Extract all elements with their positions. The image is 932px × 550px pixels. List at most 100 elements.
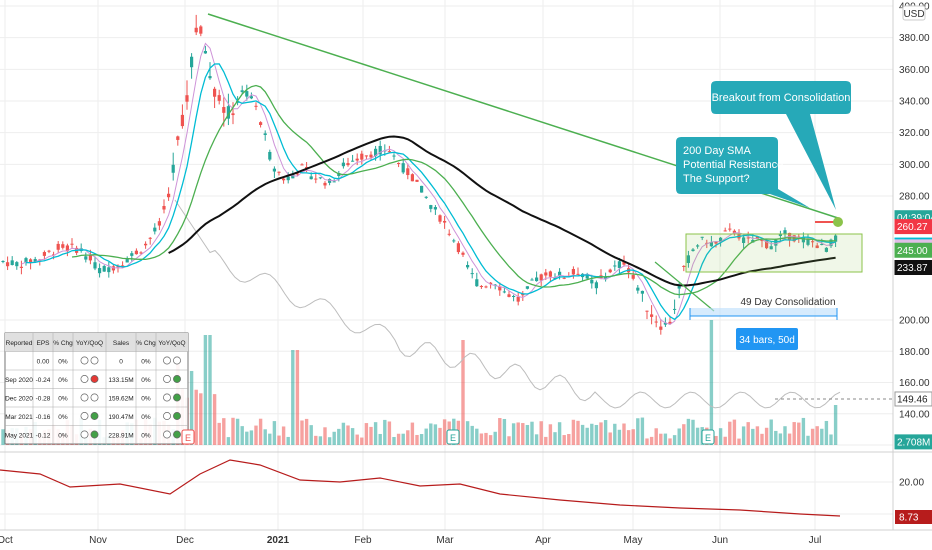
eps-status-dot: [173, 430, 181, 439]
candle-body: [815, 245, 819, 249]
volume-bar: [659, 433, 663, 445]
earnings-marker[interactable]: E: [446, 429, 460, 445]
candle-body: [608, 269, 612, 273]
candle-body: [277, 171, 281, 173]
volume-bar: [332, 431, 336, 445]
candle-body: [88, 255, 92, 261]
price-tick-label: 160.00: [899, 378, 930, 389]
candle-body: [461, 252, 465, 255]
volume-bar: [622, 423, 626, 445]
candle-body: [691, 249, 695, 252]
sma-200-line: [168, 135, 836, 287]
eps-cell: 0%: [141, 359, 151, 366]
candle-body: [309, 176, 313, 180]
eps-status-dot: [80, 356, 89, 365]
eps-cell: 0%: [58, 414, 68, 421]
candle-body: [631, 275, 635, 279]
price-tag-bg: [894, 260, 932, 276]
candle-body: [268, 151, 272, 160]
breakout-callout[interactable]: Breakout from Consolidation: [711, 81, 851, 210]
volume-bar: [438, 427, 442, 445]
candle-body: [774, 239, 778, 246]
volume-bar: [327, 437, 332, 445]
volume-bar: [341, 422, 346, 445]
lower-trend-line[interactable]: [654, 261, 715, 312]
candle-body: [714, 241, 718, 244]
price-tick-label: 380.00: [899, 33, 930, 44]
candle-body: [286, 176, 290, 181]
price-tag-bg: [894, 391, 932, 407]
indicator-tag: 8.73: [895, 510, 932, 524]
volume-bar: [636, 418, 640, 445]
price-tick-label: 180.00: [899, 347, 930, 358]
candle-body: [760, 239, 764, 242]
candle-body: [134, 250, 138, 255]
volume-bar: [631, 429, 635, 445]
candle-body: [180, 114, 184, 127]
volume-bar: [672, 435, 677, 445]
candle-body: [429, 205, 433, 209]
candle-body: [590, 279, 594, 284]
price-tick-label: 140.00: [899, 409, 930, 420]
candle-body: [360, 153, 364, 160]
candle-body: [420, 185, 424, 193]
sma-callout[interactable]: 200 Day SMA Potential Resistance The Sup…: [676, 137, 810, 208]
volume-bar: [677, 428, 681, 445]
candle-body: [562, 277, 566, 279]
volume-bar: [778, 433, 783, 445]
date-range-measure[interactable]: 49 Day Consolidation 34 bars, 50d: [689, 297, 838, 350]
candle-body: [231, 113, 235, 116]
time-tick-label: Feb: [354, 535, 372, 546]
candle-body: [484, 286, 488, 288]
earnings-marker[interactable]: E: [181, 429, 195, 445]
candle-body: [479, 286, 483, 288]
volume-bar: [829, 434, 833, 445]
candle-body: [194, 27, 198, 33]
eps-cell: May 2021: [5, 433, 34, 440]
volume-bar: [383, 419, 387, 445]
volume-bar: [364, 423, 369, 445]
consolidation-box[interactable]: [685, 233, 863, 273]
volume-bar: [235, 418, 240, 445]
candle-body: [654, 321, 658, 323]
volume-bar: [396, 433, 401, 445]
sma-callout-line-2: Potential Resistance: [683, 159, 783, 171]
volume-bar: [562, 435, 566, 445]
candle-body: [392, 155, 396, 157]
sma-50-line: [71, 84, 836, 296]
candle-body: [199, 26, 203, 34]
candle-body: [305, 166, 309, 169]
volume-bar: [682, 424, 686, 445]
candle-body: [512, 295, 516, 297]
candle-body: [769, 246, 773, 250]
candle-body: [323, 182, 327, 186]
volume-bar: [649, 436, 654, 445]
volume-bar: [797, 422, 801, 445]
callouts[interactable]: Breakout from Consolidation 200 Day SMA …: [676, 81, 851, 350]
candle-body: [61, 244, 65, 248]
volume-bar: [787, 433, 792, 445]
volume-bar: [498, 418, 502, 445]
currency-badge[interactable]: USD: [902, 5, 926, 21]
volume-bar: [401, 433, 405, 445]
volume-bar: [695, 427, 700, 445]
volume-bar: [723, 436, 727, 445]
candle-body: [544, 272, 548, 276]
volume-bar: [360, 437, 364, 445]
candle-body: [498, 286, 502, 291]
indicator-pane: 20.0010.008.73: [0, 451, 932, 524]
eps-cell: Sep 2020: [5, 377, 33, 384]
volume-bar: [442, 419, 447, 445]
time-axis[interactable]: Oct Nov Dec 2021 Feb Mar Apr May Jun Jul: [0, 529, 932, 546]
candle-body: [539, 274, 543, 281]
candle-body: [263, 133, 267, 136]
earnings-marker[interactable]: E: [701, 429, 715, 445]
eps-cell: 0.00: [37, 359, 50, 366]
candle-body: [254, 105, 258, 107]
breakout-point[interactable]: [833, 217, 843, 227]
volume-bar: [318, 436, 323, 445]
price-axis[interactable]: 400.00380.00360.00340.00320.00300.00280.…: [892, 0, 932, 530]
price-tag: 2.708M: [894, 434, 932, 450]
